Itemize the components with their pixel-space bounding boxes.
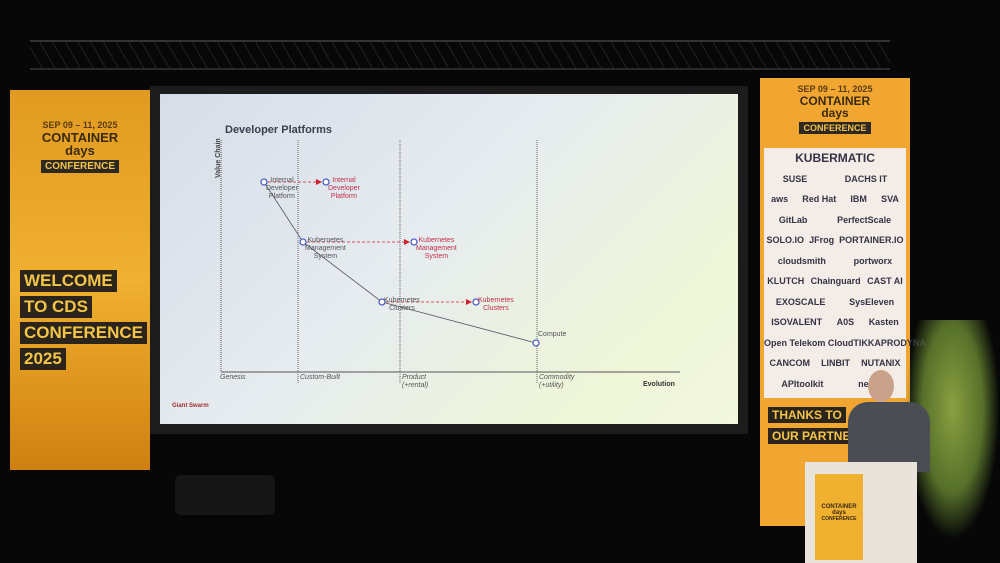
- component-node: [299, 238, 307, 246]
- sponsor-row: aws Red Hat IBM SVA: [764, 189, 906, 210]
- sponsor-logo: Red Hat: [802, 194, 837, 205]
- brand-line: CONTAINER: [821, 504, 857, 510]
- podium-sign: CONTAINER days CONFERENCE: [815, 474, 863, 560]
- sponsor-logo: DACHS IT: [844, 173, 888, 184]
- slide: Developer Platforms Value Chain Internal…: [160, 94, 738, 424]
- component-node: [322, 178, 330, 186]
- arrow-head: [404, 239, 410, 245]
- sponsor-logo: ISOVALENT: [771, 317, 823, 328]
- component-node: [378, 298, 386, 306]
- sponsor-logo: EXOSCALE: [775, 296, 826, 307]
- welcome-line: WELCOME: [20, 270, 117, 292]
- component-node: [472, 298, 480, 306]
- sponsor-logo: Chainguard: [810, 276, 861, 287]
- component-label: Internal Developer Platform: [328, 177, 360, 200]
- component-node: [410, 238, 418, 246]
- sponsor-logo: GitLab: [778, 214, 808, 225]
- dependency-line: [263, 181, 304, 243]
- sponsor-logo: IBM: [850, 194, 867, 205]
- brand-line: CONFERENCE: [40, 160, 119, 173]
- speaker: [848, 402, 930, 472]
- component-label: Internal Developer Platform: [266, 177, 298, 200]
- stage-label: Product (+rental): [402, 374, 429, 389]
- stage-label: Custom-Built: [300, 374, 341, 381]
- giant-swarm-logo: Giant Swarm: [172, 403, 209, 409]
- brand-line: CONTAINER: [41, 130, 119, 145]
- slide-title: Developer Platforms: [225, 124, 332, 136]
- sponsor-logos: KUBERMATIC SUSE DACHS IT aws Red Hat IBM SVA Gi…: [764, 148, 926, 398]
- stage-label: Commodity (+utility): [539, 374, 575, 389]
- x-axis-label: Evolution: [643, 381, 675, 388]
- sponsor-logo: CAST AI: [867, 276, 903, 287]
- sponsor-logo: JFrog: [809, 235, 835, 246]
- brand-line: CONTAINER: [799, 94, 871, 108]
- sponsor-row: cloudsmith portworx: [764, 251, 906, 272]
- sponsor-logo: SysEleven: [849, 296, 895, 307]
- brand-line: days: [65, 143, 95, 158]
- wardley-map: [220, 140, 680, 384]
- sponsor-row: SUSE DACHS IT: [764, 169, 906, 190]
- sponsor-row: KUBERMATIC: [764, 148, 906, 169]
- component-node: [260, 178, 268, 186]
- component-label: Kubernetes Management System: [305, 237, 346, 260]
- sponsor-logo: NUTANIX: [861, 358, 901, 369]
- sponsor-logo: PORTAINER.IO: [839, 235, 904, 246]
- sponsor-logo: LINBIT: [821, 358, 851, 369]
- welcome-line: TO CDS: [20, 296, 92, 318]
- left-banner: SEP 09 – 11, 2025 CONTAINER days CONFERE…: [10, 90, 150, 470]
- component-node: [532, 339, 540, 347]
- dependency-line: [302, 241, 383, 303]
- sponsor-row: ISOVALENT A0S Kasten: [764, 312, 906, 333]
- sponsor-logo: SUSE: [782, 173, 808, 184]
- thanks-line: OUR PARTNERS: [768, 428, 872, 444]
- stage-truss: [30, 40, 890, 70]
- sponsor-logo: aws: [771, 194, 789, 205]
- component-label: Kubernetes Management System: [416, 237, 457, 260]
- component-label: Compute: [538, 331, 567, 338]
- sponsor-logo: PerfectScale: [837, 214, 892, 225]
- sponsor-logo: Kasten: [868, 317, 899, 328]
- sponsor-logo: KUBERMATIC: [795, 151, 875, 166]
- brand-line: days: [832, 510, 846, 516]
- component-label: Kubernetes Clusters: [478, 297, 514, 312]
- sponsor-logo: portworx: [853, 255, 893, 266]
- camera: [175, 475, 275, 515]
- sponsor-logo: Open Telekom Cloud: [764, 337, 854, 348]
- sponsor-row: SOLO.IO JFrog PORTAINER.IO: [764, 230, 906, 251]
- brand-line: CONFERENCE: [821, 516, 857, 522]
- sponsor-row: Open Telekom Cloud TIKKA PRODYNA: [764, 333, 926, 354]
- arrow-head: [316, 179, 322, 185]
- sponsor-logo: CANCOM: [769, 358, 811, 369]
- sponsor-logo: A0S: [836, 317, 855, 328]
- sponsor-logo: APItoolkit: [781, 378, 824, 389]
- sponsor-logo: PRODYNA: [880, 337, 926, 348]
- component-label: Kubernetes Clusters: [384, 297, 420, 312]
- sponsor-row: EXOSCALE SysEleven: [764, 292, 906, 313]
- sponsor-logo: cloudsmith: [777, 255, 826, 266]
- thanks-line: THANKS TO: [768, 407, 846, 423]
- welcome-line: 2025: [20, 348, 66, 370]
- sponsor-logo: SVA: [881, 194, 899, 205]
- arrow-head: [466, 299, 472, 305]
- dependency-line: [381, 301, 537, 344]
- sponsor-logo: TIKKA: [853, 337, 881, 348]
- stage-label: Genesis: [220, 374, 246, 381]
- welcome-text: WELCOME TO CDS CONFERENCE 2025: [20, 270, 150, 374]
- sponsor-row: CANCOM LINBIT NUTANIX: [764, 353, 906, 374]
- speaker-head: [868, 370, 894, 402]
- sponsor-row: GitLab PerfectScale: [764, 210, 906, 231]
- brand-line: CONFERENCE: [799, 122, 871, 134]
- welcome-line: CONFERENCE: [20, 322, 148, 344]
- brand-line: days: [821, 106, 849, 120]
- banner-date: SEP 09 – 11, 2025: [797, 84, 873, 94]
- sponsor-logo: SOLO.IO: [766, 235, 805, 246]
- sponsor-row: KLUTCH Chainguard CAST AI: [764, 271, 906, 292]
- banner-date: SEP 09 – 11, 2025: [42, 120, 118, 130]
- sponsor-logo: KLUTCH: [767, 276, 805, 287]
